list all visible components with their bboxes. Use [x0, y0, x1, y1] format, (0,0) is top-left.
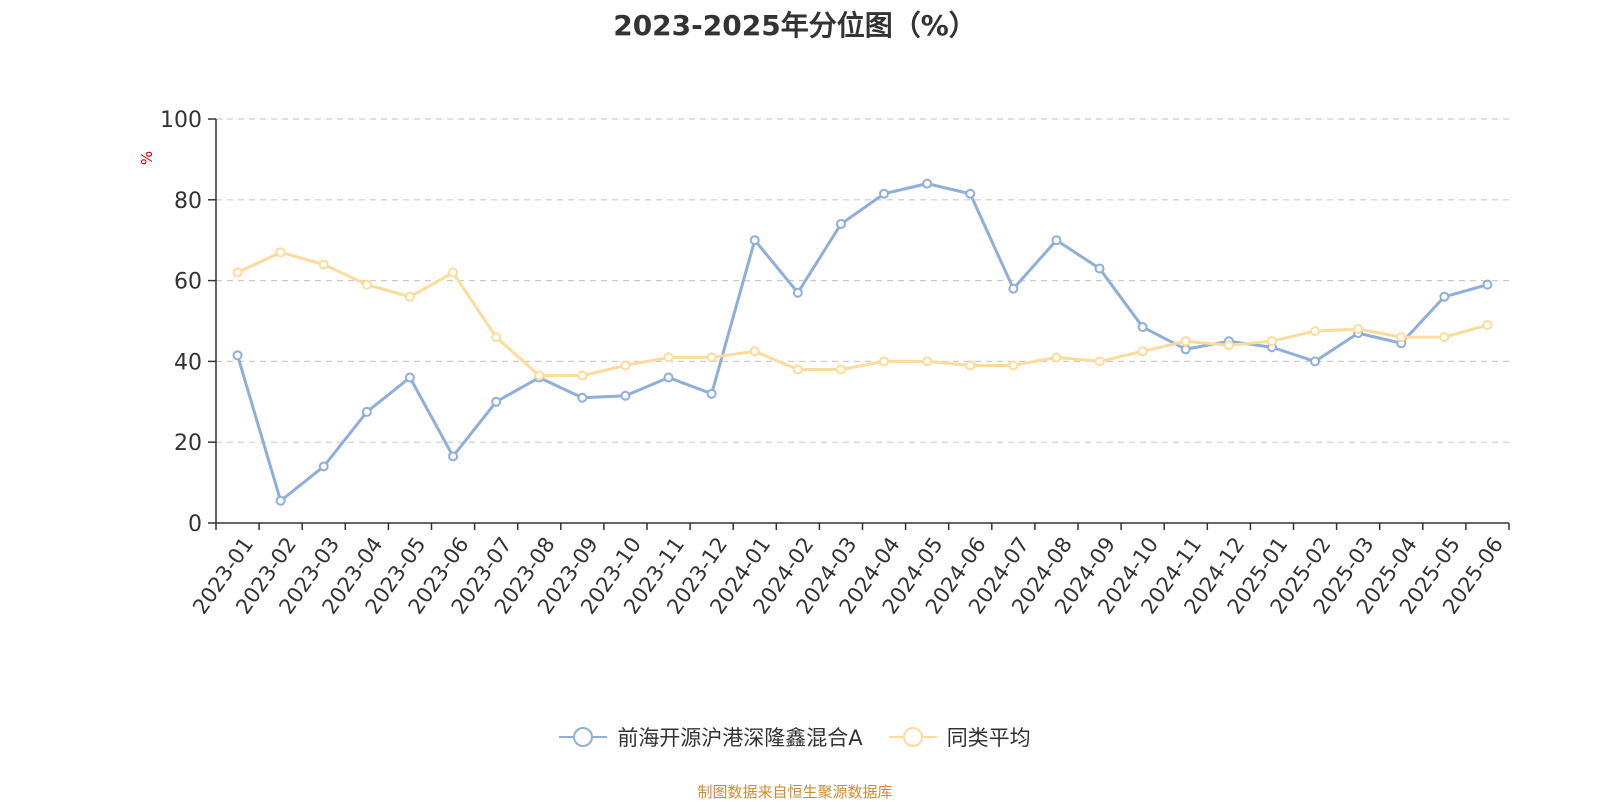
data-point: [275, 247, 286, 258]
data-point: [1310, 326, 1321, 337]
data-point: [620, 390, 631, 401]
data-point: [965, 188, 976, 199]
data-point: [1223, 340, 1234, 351]
data-point: [1137, 322, 1148, 333]
data-point: [232, 267, 243, 278]
series-layer: [232, 178, 1493, 506]
data-point: [965, 360, 976, 371]
data-point: [835, 364, 846, 375]
data-point: [1266, 336, 1277, 347]
data-point: [1180, 336, 1191, 347]
data-source-note: 制图数据来自恒生聚源数据库: [697, 783, 893, 801]
data-point: [361, 279, 372, 290]
chart-title: 2023-2025年分位图（%）: [613, 9, 977, 42]
data-point: [792, 287, 803, 298]
series-0: [232, 178, 1493, 506]
data-point: [749, 346, 760, 357]
data-point: [1051, 352, 1062, 363]
data-point: [275, 495, 286, 506]
data-point: [1396, 332, 1407, 343]
data-point: [1482, 279, 1493, 290]
data-point: [792, 364, 803, 375]
y-tick-label: 40: [174, 350, 202, 375]
y-tick-label: 60: [174, 270, 202, 295]
data-point: [1482, 320, 1493, 331]
data-point: [491, 396, 502, 407]
series-line: [236, 250, 1488, 378]
data-point: [361, 406, 372, 417]
data-point: [448, 267, 459, 278]
data-point: [491, 332, 502, 343]
data-point: [922, 178, 933, 189]
legend-line-circle-icon: [888, 727, 937, 747]
y-axis-label: %: [138, 151, 156, 165]
legend-label-peer-average: 同类平均: [946, 726, 1031, 750]
legend-item-fund[interactable]: 前海开源沪港深隆鑫混合A: [559, 722, 863, 752]
legend-line-circle-icon: [559, 727, 608, 747]
data-point: [1051, 235, 1062, 246]
y-tick-label: 0: [188, 512, 202, 537]
data-point: [663, 372, 674, 383]
legend-label-fund: 前海开源沪港深隆鑫混合A: [617, 726, 863, 750]
data-point: [404, 291, 415, 302]
data-point: [1439, 291, 1450, 302]
data-point: [1008, 360, 1019, 371]
y-tick-label: 20: [174, 431, 202, 456]
series-line: [236, 182, 1488, 503]
data-point: [1094, 356, 1105, 367]
legend-item-peer-average[interactable]: 同类平均: [888, 722, 1031, 752]
data-point: [318, 259, 329, 270]
data-point: [1008, 283, 1019, 294]
series-1: [232, 247, 1493, 381]
data-point: [534, 370, 545, 381]
data-point: [879, 188, 890, 199]
data-point: [1180, 344, 1191, 355]
data-point: [1310, 356, 1321, 367]
data-point: [1137, 346, 1148, 357]
data-point: [1439, 332, 1450, 343]
data-point: [577, 370, 588, 381]
data-point: [620, 360, 631, 371]
data-point: [1353, 324, 1364, 335]
data-point: [835, 219, 846, 230]
data-point: [706, 388, 717, 399]
data-point: [232, 350, 243, 361]
data-point: [706, 352, 717, 363]
data-point: [318, 461, 329, 472]
y-tick-label: 80: [174, 189, 202, 214]
data-point: [879, 356, 890, 367]
data-point: [749, 235, 760, 246]
legend: 前海开源沪港深隆鑫混合A 同类平均: [0, 722, 1590, 752]
grid-lines: [216, 118, 1509, 443]
data-point: [577, 392, 588, 403]
data-point: [448, 451, 459, 462]
data-point: [1094, 263, 1105, 274]
data-point: [922, 356, 933, 367]
axes: 0204060801002023-012023-022023-032023-04…: [160, 108, 1510, 618]
y-tick-label: 100: [160, 108, 202, 133]
data-point: [663, 352, 674, 363]
data-point: [404, 372, 415, 383]
